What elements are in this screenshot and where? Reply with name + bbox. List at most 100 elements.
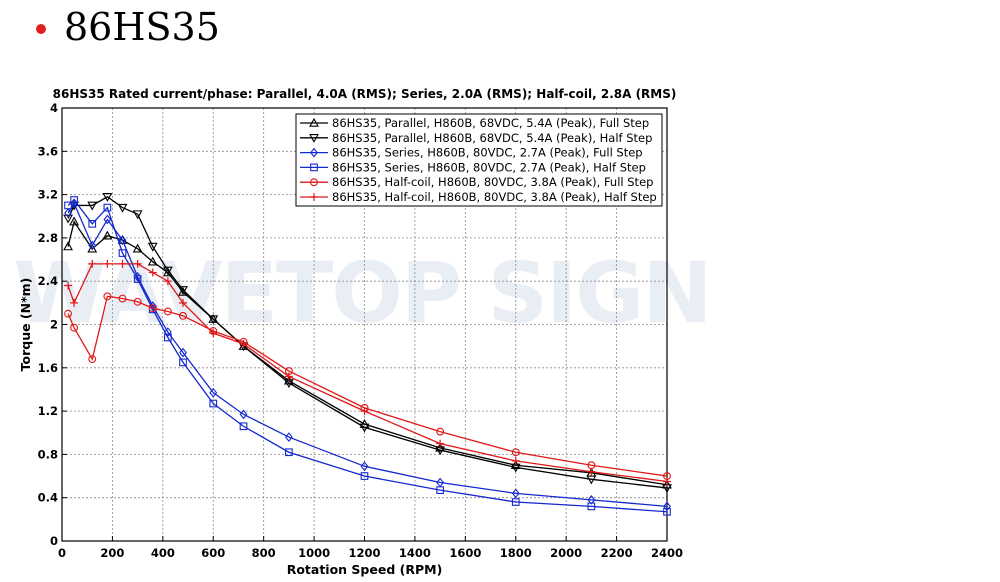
data-point xyxy=(663,507,671,516)
data-point xyxy=(179,311,187,320)
legend-item: 86HS35, Half-coil, H860B, 80VDC, 3.8A (P… xyxy=(300,190,657,204)
data-point xyxy=(117,203,128,213)
bullet-icon xyxy=(36,24,46,34)
x-tick-label: 1400 xyxy=(399,546,431,560)
y-tick-label: 2.8 xyxy=(38,231,58,245)
data-point xyxy=(64,208,72,218)
data-point xyxy=(87,243,98,253)
data-point xyxy=(586,475,597,485)
x-tick-label: 200 xyxy=(100,546,124,560)
data-point xyxy=(209,387,218,398)
data-point xyxy=(663,477,671,486)
page-heading: 86HS35 xyxy=(64,5,220,49)
y-tick-label: 1.2 xyxy=(38,404,58,418)
y-tick-label: 0.4 xyxy=(38,491,58,505)
x-tick-label: 1200 xyxy=(348,546,380,560)
data-point xyxy=(163,277,172,286)
data-point xyxy=(88,355,97,364)
data-point xyxy=(360,407,369,416)
data-point xyxy=(133,297,142,306)
y-axis-label: Torque (N*m) xyxy=(18,278,33,372)
series-line xyxy=(67,220,668,486)
data-point xyxy=(147,256,158,266)
x-tick-label: 2200 xyxy=(601,546,633,560)
data-point xyxy=(63,214,73,224)
data-point xyxy=(239,422,248,431)
x-tick-label: 1600 xyxy=(449,546,481,560)
data-point xyxy=(64,309,73,318)
x-tick-label: 0 xyxy=(58,546,66,560)
data-point xyxy=(435,442,446,452)
y-tick-label: 3.2 xyxy=(38,188,58,202)
data-point xyxy=(284,372,293,381)
legend-marker xyxy=(309,117,319,127)
page-header: 86HS35 xyxy=(36,2,220,52)
data-point xyxy=(587,494,596,505)
data-point xyxy=(163,307,172,316)
data-point xyxy=(436,439,445,448)
data-point xyxy=(436,427,445,436)
data-point xyxy=(179,347,187,358)
y-tick-label: 0 xyxy=(50,534,58,548)
data-point xyxy=(663,501,671,512)
data-point xyxy=(209,399,218,408)
data-point xyxy=(70,323,79,332)
series-line xyxy=(67,199,668,513)
data-point xyxy=(132,243,143,253)
data-point xyxy=(147,242,158,252)
y-tick-label: 4 xyxy=(50,101,58,115)
data-point xyxy=(587,502,596,511)
data-point xyxy=(103,259,112,268)
legend-label: 86HS35, Series, H860B, 80VDC, 2.7A (Peak… xyxy=(332,146,643,160)
data-point xyxy=(102,230,113,240)
legend-label: 86HS35, Half-coil, H860B, 80VDC, 3.8A (P… xyxy=(332,190,657,204)
data-point xyxy=(102,193,113,202)
data-point xyxy=(103,292,112,301)
x-axis-label: Rotation Speed (RPM) xyxy=(287,562,443,577)
data-point xyxy=(587,467,596,476)
data-point xyxy=(88,219,97,228)
series-line xyxy=(67,295,668,477)
legend: 86HS35, Parallel, H860B, 68VDC, 5.4A (Pe… xyxy=(295,113,663,207)
data-point xyxy=(103,203,112,212)
x-tick-label: 600 xyxy=(201,546,225,560)
legend-item: 86HS35, Parallel, H860B, 68VDC, 5.4A (Pe… xyxy=(300,116,649,130)
x-tick-label: 1800 xyxy=(500,546,532,560)
data-point xyxy=(133,259,142,268)
x-tick-label: 400 xyxy=(151,546,175,560)
data-point xyxy=(510,460,521,469)
data-point xyxy=(284,432,293,442)
data-point xyxy=(133,275,142,283)
data-point xyxy=(70,298,79,307)
legend-box xyxy=(295,113,663,207)
series-line xyxy=(67,201,668,508)
data-point xyxy=(103,214,112,225)
data-point xyxy=(436,486,444,494)
data-point xyxy=(64,281,73,290)
data-point xyxy=(88,259,97,268)
data-point xyxy=(511,448,520,457)
data-point xyxy=(511,498,520,506)
data-point xyxy=(511,456,520,465)
data-point xyxy=(87,201,98,211)
data-point xyxy=(118,294,127,303)
data-point xyxy=(164,333,172,342)
data-point xyxy=(118,259,127,268)
legend-marker xyxy=(310,178,318,187)
y-tick-label: 1.6 xyxy=(38,361,58,375)
data-point xyxy=(359,423,370,433)
legend-marker xyxy=(310,147,318,158)
data-point xyxy=(239,409,248,420)
data-point xyxy=(283,375,294,385)
legend-marker xyxy=(309,134,319,143)
legend-marker xyxy=(310,193,318,201)
data-point xyxy=(209,329,218,338)
legend-item: 86HS35, Half-coil, H860B, 80VDC, 3.8A (P… xyxy=(300,175,653,189)
chart-title: 86HS35 Rated current/phase: Parallel, 4.… xyxy=(53,87,677,101)
legend-item: 86HS35, Series, H860B, 80VDC, 2.7A (Peak… xyxy=(300,146,643,160)
data-point xyxy=(132,210,143,220)
legend-item: 86HS35, Series, H860B, 80VDC, 2.7A (Peak… xyxy=(300,160,646,174)
x-tick-label: 1000 xyxy=(298,546,330,560)
data-point xyxy=(148,268,157,277)
data-point xyxy=(511,488,520,499)
